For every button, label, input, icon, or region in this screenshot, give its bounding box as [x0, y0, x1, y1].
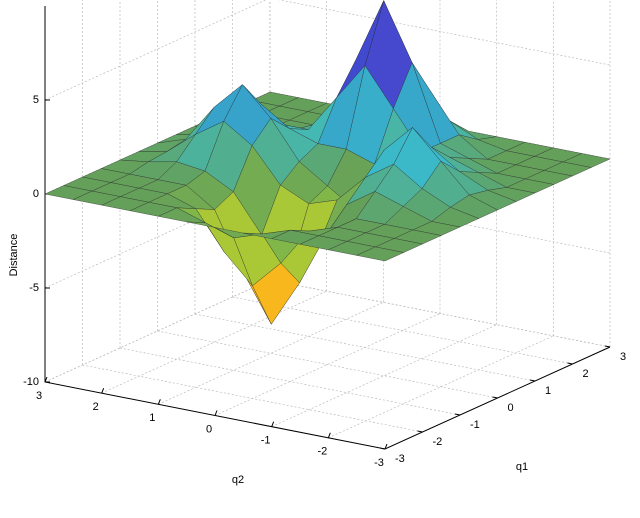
- surface-patch: [356, 246, 405, 262]
- tick-mark: [454, 413, 461, 416]
- x-axis-label: q2: [232, 474, 244, 486]
- y-tick-label: 2: [583, 368, 589, 380]
- tick-mark: [327, 432, 331, 439]
- tick-mark: [157, 399, 161, 405]
- grid-line: [158, 302, 384, 405]
- tick-mark: [492, 396, 498, 399]
- z-tick-label: 0: [33, 188, 39, 200]
- tick-mark: [529, 379, 536, 382]
- tick-mark: [214, 410, 218, 416]
- grid-line: [271, 324, 497, 427]
- grid-line: [119, 347, 461, 416]
- grid-line: [82, 364, 423, 433]
- y-tick-label: 0: [508, 402, 514, 414]
- z-axis-label: Distance: [8, 234, 20, 277]
- tick-mark: [379, 447, 386, 450]
- y-tick-label: -2: [433, 436, 443, 448]
- tick-mark: [271, 421, 275, 427]
- y-axis-label: q1: [516, 461, 528, 473]
- tick-mark: [101, 387, 105, 394]
- grid-line: [269, 279, 611, 348]
- y-tick-label: 3: [620, 351, 626, 363]
- grid-line: [44, 0, 267, 101]
- y-tick-label: -1: [470, 419, 480, 431]
- grid-line: [194, 313, 536, 382]
- x-tick-label: 3: [36, 390, 42, 402]
- tick-mark: [384, 443, 388, 450]
- tick-mark: [417, 430, 423, 433]
- x-tick-label: -1: [261, 435, 271, 447]
- tick-mark: [567, 362, 573, 365]
- y-tick-label: -3: [395, 453, 405, 465]
- z-tick-label: -10: [23, 376, 39, 388]
- tick-mark: [604, 345, 611, 348]
- z-tick-label: 5: [33, 94, 39, 106]
- x-tick-label: 1: [149, 412, 155, 424]
- grid-line: [278, 0, 611, 66]
- x-tick-label: 2: [93, 401, 99, 413]
- x-tick-label: -3: [374, 457, 384, 469]
- grid-line: [157, 330, 498, 399]
- grid-line: [232, 296, 573, 365]
- x-tick-label: 0: [206, 423, 212, 435]
- y-tick-label: 1: [545, 385, 551, 397]
- tick-mark: [44, 376, 48, 383]
- x-tick-label: -2: [317, 446, 327, 458]
- z-tick-label: -5: [29, 282, 39, 294]
